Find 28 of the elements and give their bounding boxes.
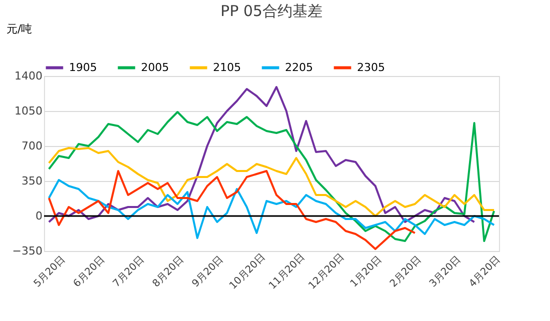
x-tick-label: 8月20日 — [150, 254, 186, 290]
line-series — [48, 179, 496, 239]
x-tick-label: 7月20日 — [111, 254, 147, 290]
y-tick-label: 1050 — [14, 104, 42, 118]
chart-title: PP 05合约基差 — [220, 2, 322, 20]
x-tick-label: 12月20日 — [306, 252, 347, 292]
x-tick-label: 9月20日 — [190, 254, 226, 290]
x-tick-label: 2月20日 — [388, 254, 424, 290]
x-tick-label: 10月20日 — [228, 252, 268, 292]
legend-label: 2005 — [141, 60, 169, 74]
y-tick-label: 350 — [22, 174, 42, 188]
legend-label: 1905 — [69, 60, 97, 74]
y-tick-label: 700 — [22, 140, 42, 152]
x-tick-label: 3月20日 — [428, 254, 464, 290]
line-series — [48, 147, 496, 217]
line-series — [48, 111, 496, 242]
y-tick-label: 0 — [36, 210, 42, 222]
x-tick-label: 4月20日 — [467, 254, 503, 290]
legend-label: 2205 — [285, 60, 313, 74]
line-series — [48, 86, 476, 223]
x-tick-label: 6月20日 — [72, 254, 108, 290]
y-axis-title: 元/吨 — [6, 22, 32, 36]
line-series — [48, 170, 416, 250]
y-tick-label: 1400 — [14, 70, 42, 82]
x-tick-label: 1月20日 — [348, 254, 384, 290]
legend-label: 2105 — [213, 60, 241, 74]
x-tick-label: 11月20日 — [267, 252, 308, 292]
legend-label: 2305 — [357, 60, 385, 74]
